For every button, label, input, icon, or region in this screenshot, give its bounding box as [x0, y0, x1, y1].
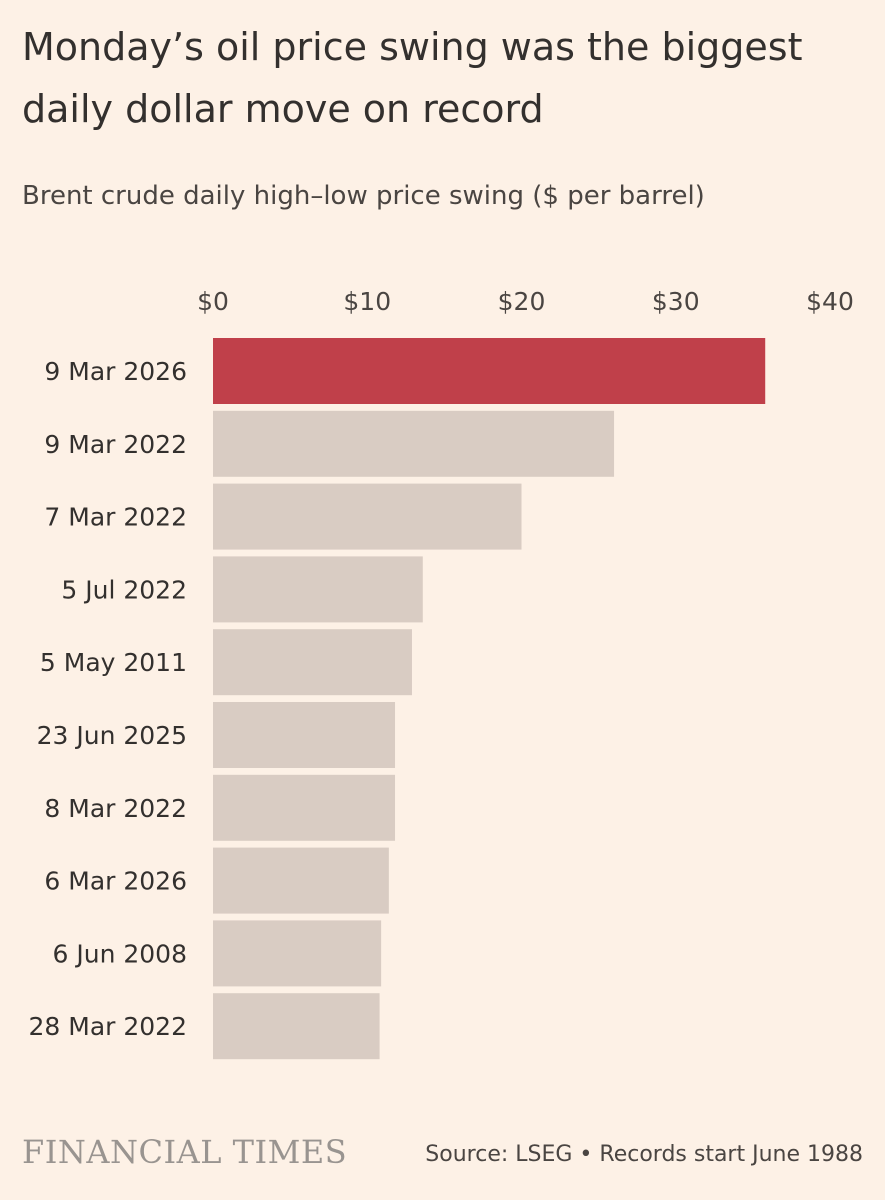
x-tick-label: $0: [197, 287, 229, 316]
x-tick-label: $10: [343, 287, 391, 316]
category-label: 6 Mar 2026: [44, 867, 187, 896]
category-label: 9 Mar 2026: [44, 357, 187, 386]
x-tick-label: $20: [498, 287, 546, 316]
category-label: 28 Mar 2022: [29, 1012, 188, 1041]
bar: [213, 556, 423, 623]
category-label: 8 Mar 2022: [44, 794, 187, 823]
bar: [213, 774, 396, 841]
bar: [213, 702, 396, 768]
chart-title: Monday’s oil price swing was the biggest…: [22, 25, 803, 131]
x-tick-label: $40: [806, 287, 854, 316]
category-label: 6 Jun 2008: [53, 939, 188, 968]
bar: [213, 629, 412, 696]
financial-times-logo: FINANCIAL TIMES: [22, 1133, 348, 1171]
chart-subtitle: Brent crude daily high–low price swing (…: [22, 181, 705, 211]
source-note: Source: LSEG • Records start June 1988: [425, 1142, 863, 1167]
bar: [213, 483, 522, 550]
x-axis-ticks: $0 $10 $20 $30 $40: [197, 287, 854, 316]
bars: [213, 338, 766, 1060]
category-label: 5 May 2011: [40, 648, 187, 677]
x-tick-label: $30: [652, 287, 700, 316]
bar: [213, 338, 766, 404]
category-label: 23 Jun 2025: [37, 721, 187, 750]
bar: [213, 410, 615, 477]
bar-chart: $0 $10 $20 $30 $40 9 Mar 2026 9 Mar 2022 7 Mar…: [29, 287, 854, 1060]
category-label: 7 Mar 2022: [44, 503, 187, 532]
category-labels: 9 Mar 2026 9 Mar 2022 7 Mar 2022 5 Jul 2022…: [29, 357, 188, 1041]
bar: [213, 847, 389, 914]
bar: [213, 993, 380, 1060]
category-label: 5 Jul 2022: [61, 575, 187, 604]
category-label: 9 Mar 2022: [44, 430, 187, 459]
bar: [213, 920, 382, 987]
